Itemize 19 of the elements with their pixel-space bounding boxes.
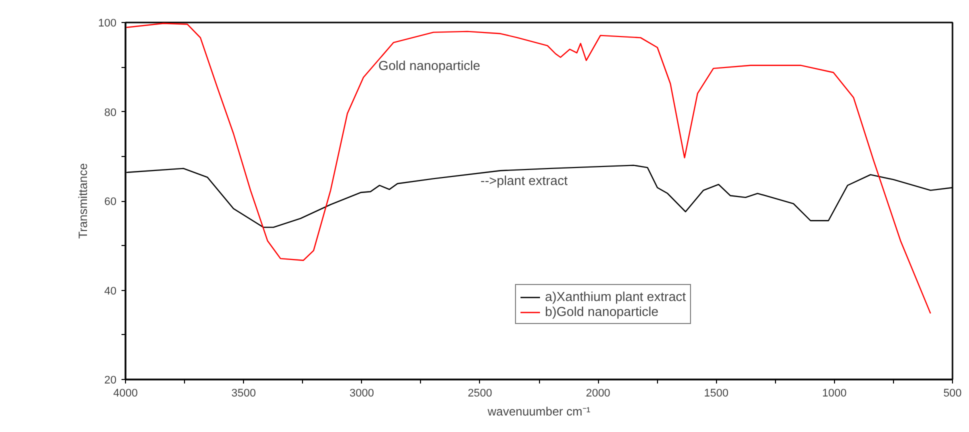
x-tick-label: 1500 xyxy=(704,388,728,400)
x-tick-label: 3000 xyxy=(350,388,374,400)
x-tick-label: 2000 xyxy=(586,388,610,400)
x-axis-title: wavenuumber cm⁻¹ xyxy=(486,404,590,418)
y-tick-label: 80 xyxy=(104,106,117,119)
x-tick-label: 500 xyxy=(943,388,962,400)
legend-label: a)Xanthium plant extract xyxy=(545,289,686,304)
y-tick-label: 60 xyxy=(104,196,117,208)
x-tick-label: 2500 xyxy=(468,388,492,400)
y-tick-label: 20 xyxy=(104,374,117,386)
annotation: -->plant extract xyxy=(480,173,568,188)
annotation: Gold nanoparticle xyxy=(378,58,480,73)
y-tick-label: 100 xyxy=(98,18,117,30)
legend-label: b)Gold nanoparticle xyxy=(545,304,658,319)
y-tick-label: 40 xyxy=(104,285,117,298)
x-tick-label: 1000 xyxy=(822,388,847,400)
x-tick-label: 4000 xyxy=(113,388,138,400)
x-tick-label: 3500 xyxy=(231,388,256,400)
y-axis-title: Transmittance xyxy=(76,162,90,239)
